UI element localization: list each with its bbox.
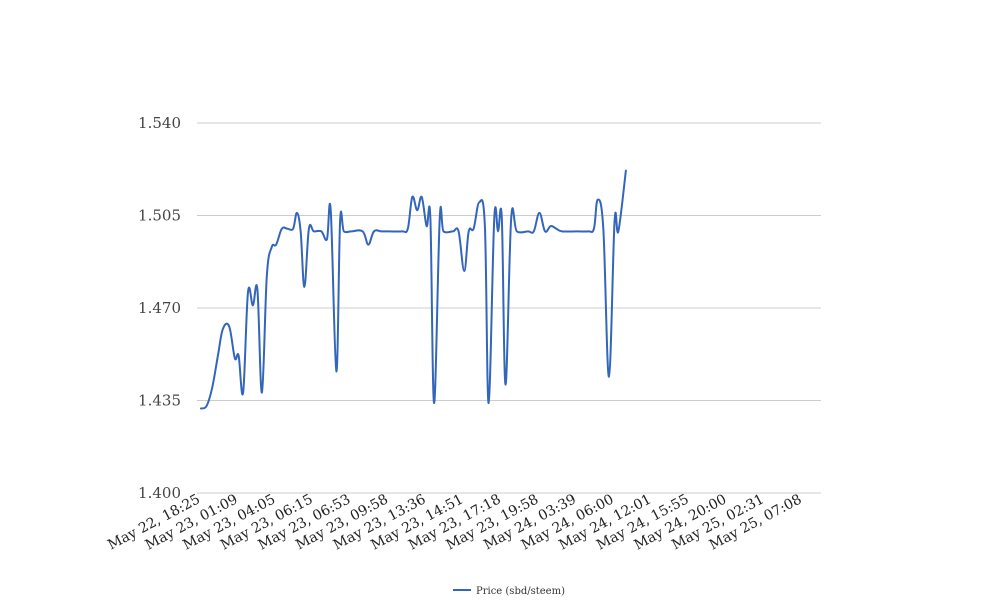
y-tick-label: 1.505 bbox=[138, 207, 181, 225]
series-line-price bbox=[200, 169, 627, 410]
legend-label-price: Price (sbd/steem) bbox=[476, 586, 565, 597]
y-tick-label: 1.540 bbox=[138, 114, 181, 132]
y-tick-label: 1.400 bbox=[138, 484, 181, 502]
y-tick-label: 1.470 bbox=[138, 299, 181, 317]
y-tick-label: 1.435 bbox=[138, 392, 181, 410]
y-axis-tick-labels: 1.400 1.435 1.470 1.505 1.540 bbox=[138, 114, 181, 502]
series-lines bbox=[200, 169, 627, 410]
legend[interactable]: Price (sbd/steem) bbox=[453, 586, 565, 597]
